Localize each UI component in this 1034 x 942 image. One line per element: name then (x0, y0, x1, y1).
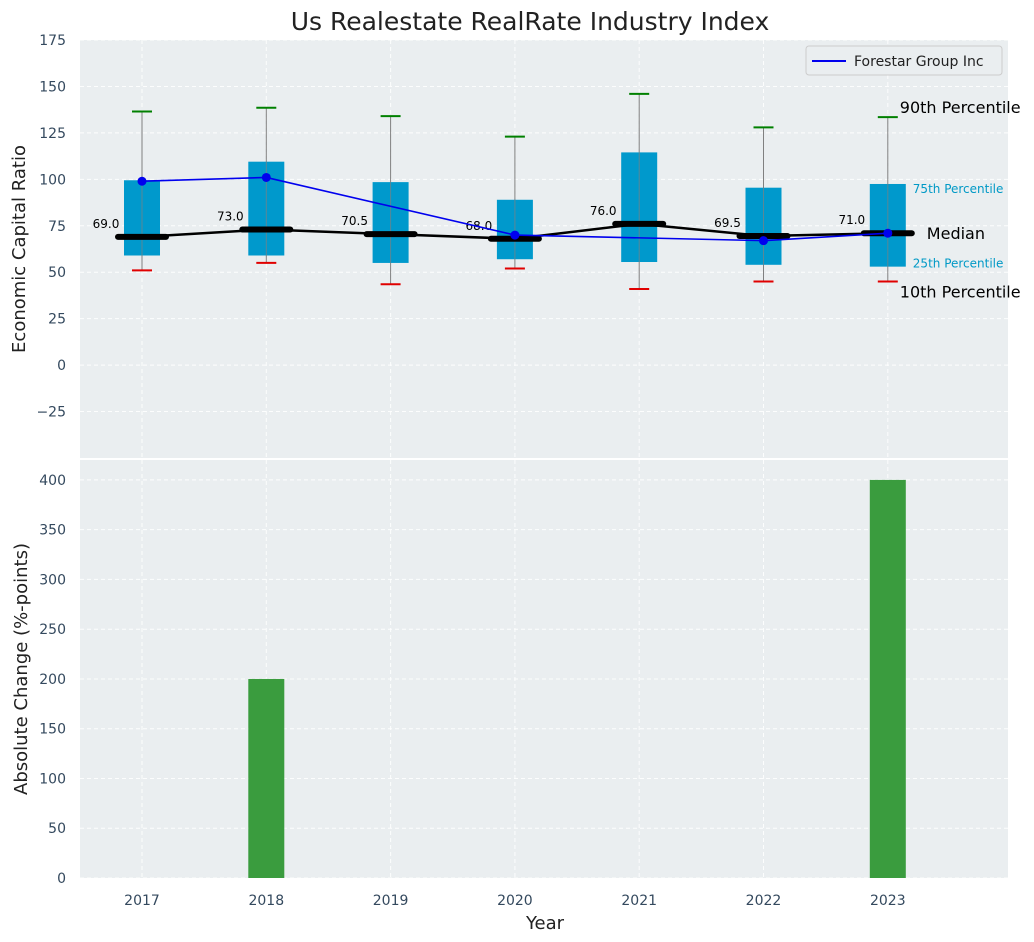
chart-title: Us Realestate RealRate Industry Index (291, 7, 770, 36)
top-y-tick-label: 100 (39, 172, 66, 188)
top-panel-grid (80, 39, 1008, 458)
bottom-panel-grid (80, 460, 1008, 879)
median-value-label-2017: 69.0 (93, 217, 120, 231)
bottom-y-tick-label: 400 (39, 473, 66, 489)
top-y-axis-title: Economic Capital Ratio (9, 145, 30, 353)
x-tick-label-2022: 2022 (746, 893, 782, 909)
top-y-tick-label: 25 (48, 312, 66, 328)
bottom-y-tick-label: 200 (39, 672, 66, 688)
label-90th-percentile: 90th Percentile (900, 98, 1021, 117)
median-value-label-2023: 71.0 (838, 213, 865, 227)
x-tick-label-2018: 2018 (248, 893, 284, 909)
median-value-label-2021: 76.0 (590, 204, 617, 218)
bottom-y-axis-title: Absolute Change (%-points) (11, 543, 32, 795)
bottom-y-tick-label: 150 (39, 722, 66, 738)
legend: Forestar Group Inc (805, 45, 1003, 76)
x-tick-labels: 2017 2018 2019 2020 2021 2022 2023 (124, 893, 905, 909)
top-y-tick-label: 125 (39, 126, 66, 142)
absolute-change-bars (248, 479, 906, 878)
bottom-y-tick-label: 50 (48, 821, 66, 837)
company-series (137, 172, 893, 246)
legend-box (805, 45, 1003, 76)
company-point-2018 (261, 172, 271, 182)
percentile-annotations: 90th Percentile 75th Percentile Median 25th… (900, 98, 1021, 301)
x-tick-label-2019: 2019 (373, 893, 409, 909)
box-plot-marks: 69.0 73.0 70.5 68.0 76.0 69.5 71.0 (93, 92, 915, 290)
x-tick-label-2021: 2021 (621, 893, 657, 909)
bar-2023 (869, 479, 906, 878)
median-value-label-2019: 70.5 (341, 214, 368, 228)
median-value-label-2020: 68.0 (466, 219, 493, 233)
median-value-label-2022: 69.5 (714, 216, 741, 230)
bottom-y-tick-label: 0 (57, 871, 66, 887)
median-value-label-2018: 73.0 (217, 209, 244, 223)
top-y-tick-label: 50 (48, 265, 66, 281)
top-y-tick-labels: −25 0 25 50 75 100 125 150 175 (36, 33, 66, 421)
bottom-y-tick-label: 300 (39, 572, 66, 588)
legend-label-company: Forestar Group Inc (854, 54, 984, 70)
label-median: Median (927, 224, 985, 243)
label-75th-percentile: 75th Percentile (913, 182, 1004, 196)
bottom-y-tick-labels: 0 50 100 150 200 250 300 350 400 (39, 473, 66, 887)
x-tick-label-2023: 2023 (870, 893, 906, 909)
top-y-tick-label: 175 (39, 33, 66, 49)
top-panel-background (80, 40, 1008, 458)
x-axis-title: Year (525, 913, 565, 934)
top-y-tick-label: 0 (57, 358, 66, 374)
top-y-tick-label: −25 (36, 405, 66, 421)
x-tick-label-2017: 2017 (124, 893, 160, 909)
bottom-y-tick-label: 100 (39, 771, 66, 787)
x-tick-label-2020: 2020 (497, 893, 533, 909)
label-25th-percentile: 25th Percentile (913, 257, 1004, 271)
company-point-2023 (883, 228, 893, 238)
company-point-2020 (510, 230, 520, 240)
company-point-2017 (137, 176, 147, 186)
bottom-y-tick-label: 250 (39, 622, 66, 638)
bar-2018 (248, 678, 285, 878)
top-y-tick-label: 150 (39, 79, 66, 95)
company-point-2022 (759, 236, 768, 246)
top-y-tick-label: 75 (48, 219, 66, 235)
bottom-panel-background (80, 460, 1008, 878)
bottom-y-tick-label: 350 (39, 523, 66, 539)
label-10th-percentile: 10th Percentile (900, 283, 1021, 302)
